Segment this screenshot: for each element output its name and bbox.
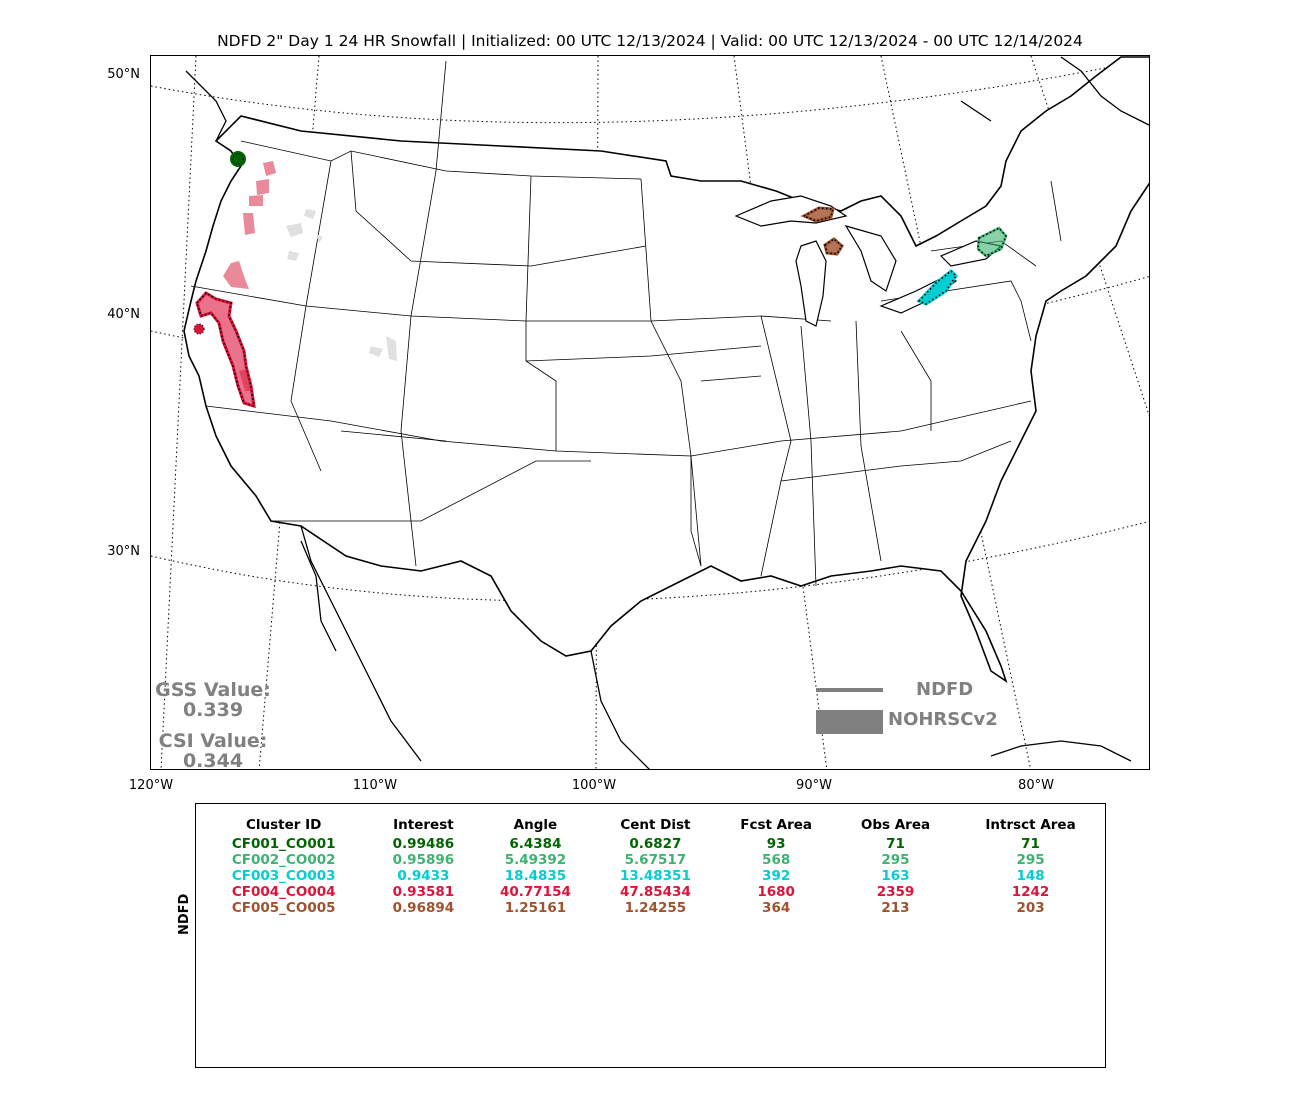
cluster-cf004	[193, 291, 256, 409]
cell-intrsct-area: 71	[1021, 836, 1040, 852]
cell-intrsct-area: 203	[1016, 900, 1045, 916]
cell-angle: 40.77154	[499, 884, 571, 900]
cell-cent-dist: 13.48351	[619, 868, 691, 884]
csi-value: 0.344	[182, 750, 244, 772]
cell-obs-area: 163	[881, 868, 910, 884]
cell-cluster-id: CF005_CO005	[231, 900, 336, 916]
table-row: CF002_CO002 0.95896 5.49392 5.67517 568 …	[196, 852, 1107, 868]
cluster-cf003	[916, 268, 958, 306]
map-panel	[150, 55, 1150, 770]
cell-cluster-id: CF002_CO002	[231, 852, 336, 868]
state-boundaries	[190, 60, 1062, 587]
csi-label: CSI Value:	[158, 730, 268, 752]
cell-interest: 0.9433	[397, 868, 450, 884]
cell-fcst-area: 364	[762, 900, 791, 916]
table-row: CF001_CO001 0.99486 6.4384 0.6827 93 71 …	[196, 836, 1107, 852]
us-outline	[183, 56, 1149, 683]
cell-angle: 1.25161	[504, 900, 567, 916]
stats-panel: Cluster ID Interest Angle Cent Dist Fcst…	[195, 803, 1106, 1068]
cell-fcst-area: 93	[766, 836, 786, 852]
lon-label-90w: 90°W	[796, 778, 832, 793]
lon-label-110w: 110°W	[352, 778, 398, 793]
mexico-coast	[300, 525, 650, 769]
cell-cluster-id: CF004_CO004	[231, 884, 336, 900]
cell-fcst-area: 568	[762, 852, 791, 868]
header-fcst-area: Fcst Area	[740, 817, 813, 833]
header-intrsct-area: Intrsct Area	[985, 817, 1076, 833]
header-cluster-id: Cluster ID	[245, 817, 322, 833]
header-interest: Interest	[393, 817, 454, 833]
table-row: CF005_CO005 0.96894 1.25161 1.24255 364 …	[196, 900, 1107, 916]
cell-cluster-id: CF001_CO001	[231, 836, 336, 852]
cell-interest: 0.93581	[392, 884, 455, 900]
table-row: CF004_CO004 0.93581 40.77154 47.85434 16…	[196, 884, 1107, 900]
table-row: CF003_CO003 0.9433 18.4835 13.48351 392 …	[196, 868, 1107, 884]
cell-obs-area: 71	[886, 836, 905, 852]
lon-label-120w: 120°W	[128, 778, 174, 793]
legend-fill-swatch	[816, 710, 883, 734]
stats-ylabel: NDFD	[177, 893, 192, 935]
map-canvas	[151, 56, 1149, 769]
unmatched-objects	[286, 209, 397, 361]
figure-title: NDFD 2" Day 1 24 HR Snowfall | Initializ…	[217, 32, 1083, 50]
cluster-cf002	[976, 226, 1008, 258]
stats-header-row: Cluster ID Interest Angle Cent Dist Fcst…	[196, 814, 1107, 836]
cell-obs-area: 213	[881, 900, 910, 916]
cell-cent-dist: 5.67517	[624, 852, 687, 868]
header-cent-dist: Cent Dist	[620, 817, 691, 833]
lon-label-80w: 80°W	[1018, 778, 1054, 793]
graticule-lon-120w	[160, 56, 197, 769]
gss-label: GSS Value:	[155, 679, 271, 701]
legend-line-label: NDFD	[916, 679, 974, 700]
cell-cent-dist: 47.85434	[619, 884, 691, 900]
cell-angle: 6.4384	[509, 836, 562, 852]
cell-interest: 0.96894	[392, 900, 455, 916]
cell-angle: 18.4835	[504, 868, 567, 884]
cell-intrsct-area: 148	[1016, 868, 1045, 884]
cell-cluster-id: CF003_CO003	[231, 868, 336, 884]
stats-table: Cluster ID Interest Angle Cent Dist Fcst…	[196, 814, 1107, 916]
cell-interest: 0.95896	[392, 852, 455, 868]
cell-intrsct-area: 1242	[1011, 884, 1050, 900]
lat-label-30n: 30°N	[107, 544, 140, 559]
graticule-lat-50n	[151, 58, 1149, 124]
cell-cent-dist: 1.24255	[624, 900, 687, 916]
header-angle: Angle	[513, 817, 558, 833]
lake-huron	[844, 225, 897, 292]
cell-obs-area: 295	[881, 852, 910, 868]
legend-fill-label: NOHRSCv2	[888, 709, 998, 730]
cell-fcst-area: 1680	[757, 884, 795, 900]
canada-coast	[185, 56, 1149, 762]
cell-intrsct-area: 295	[1016, 852, 1045, 868]
cell-obs-area: 2359	[876, 884, 915, 900]
cell-fcst-area: 392	[762, 868, 791, 884]
header-obs-area: Obs Area	[860, 817, 931, 833]
cell-cent-dist: 0.6827	[629, 836, 682, 852]
lat-label-50n: 50°N	[107, 67, 140, 82]
lake-michigan	[795, 240, 827, 327]
lon-label-100w: 100°W	[571, 778, 617, 793]
cell-interest: 0.99486	[392, 836, 455, 852]
lat-label-40n: 40°N	[107, 307, 140, 322]
cluster-cf005	[800, 206, 844, 256]
gss-value: 0.339	[182, 699, 244, 721]
cluster-cf001	[230, 151, 246, 167]
cell-angle: 5.49392	[504, 852, 567, 868]
